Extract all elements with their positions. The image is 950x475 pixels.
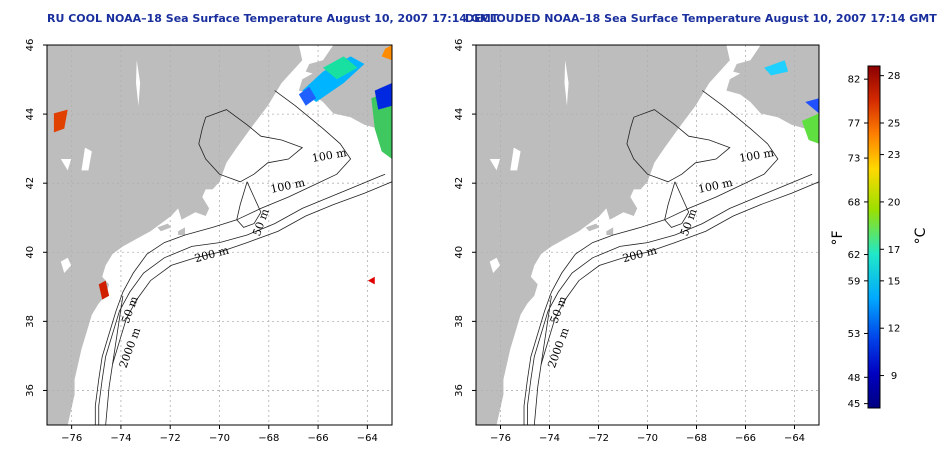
- c-tick-label: 9: [891, 371, 897, 382]
- fahrenheit-unit-label: °F: [830, 230, 846, 245]
- lake: [60, 159, 72, 171]
- c-tick-label: 25: [888, 119, 901, 130]
- sst-patch: [764, 60, 789, 76]
- f-tick-label: 48: [848, 373, 861, 384]
- lat-tick-label: 44: [454, 108, 465, 121]
- lat-tick-label: 46: [25, 39, 36, 52]
- sst-patch: [298, 86, 317, 106]
- isobath: [112, 295, 124, 365]
- land-island: [606, 227, 614, 235]
- panel-title-raw: RU COOL NOAA–18 Sea Surface Temperature …: [47, 12, 499, 25]
- land-island: [585, 223, 600, 232]
- colorbar-gradient: [867, 65, 881, 409]
- f-tick-label: 45: [848, 399, 861, 410]
- lon-tick-label: −70: [637, 433, 658, 444]
- contour-label: 100 m: [311, 146, 348, 165]
- sst-patch: [53, 109, 68, 133]
- lon-tick-label: −74: [110, 433, 131, 444]
- lat-tick-label: 38: [25, 315, 36, 328]
- isobath: [105, 181, 392, 425]
- panel-title-declouded: DECLOUDED NOAA–18 Sea Surface Temperatur…: [465, 12, 937, 25]
- lon-tick-label: −72: [160, 433, 181, 444]
- lat-tick-label: 46: [454, 39, 465, 52]
- c-tick-label: 28: [888, 71, 901, 82]
- lake: [489, 257, 501, 273]
- lake: [510, 147, 521, 171]
- isobath: [198, 109, 304, 183]
- bathymetry-contours: [94, 90, 392, 425]
- sst-patch: [371, 90, 392, 159]
- celsius-unit-label: °C: [913, 227, 929, 244]
- c-tick-label: 20: [888, 197, 901, 208]
- c-tick-label: 23: [888, 150, 901, 161]
- lon-tick-label: −72: [588, 433, 609, 444]
- land-island: [733, 60, 758, 76]
- isobath: [236, 181, 262, 228]
- lon-tick-label: −76: [490, 433, 511, 444]
- lon-tick-label: −76: [61, 433, 82, 444]
- lat-tick-label: 44: [25, 108, 36, 121]
- isobath: [523, 90, 779, 425]
- isobath: [664, 181, 690, 228]
- land-island: [157, 223, 172, 232]
- f-tick-label: 62: [848, 250, 861, 261]
- isobath: [533, 181, 819, 425]
- temperature-colorbar: 82 77 73 68 62 59 53 48 45 28 25 23 20 17 15 12 9 °F °C: [830, 65, 929, 410]
- f-tick-label: 82: [848, 75, 861, 86]
- f-tick-label: 77: [848, 119, 861, 130]
- sst-patch: [801, 113, 819, 144]
- lake: [489, 159, 501, 171]
- gridlines: [476, 45, 819, 425]
- sst-patch: [374, 83, 392, 110]
- lat-tick-label: 42: [25, 177, 36, 190]
- contour-label: 100 m: [738, 146, 775, 165]
- c-tick-label: 12: [888, 324, 901, 335]
- c-tick-label: 17: [888, 245, 901, 256]
- isobath: [540, 295, 552, 365]
- isobath: [626, 109, 731, 183]
- lake: [564, 60, 569, 106]
- land-island: [178, 227, 185, 235]
- lon-tick-label: −66: [735, 433, 756, 444]
- lon-tick-label: −64: [357, 433, 378, 444]
- land-mainland: [47, 45, 303, 425]
- f-tick-label: 68: [848, 197, 861, 208]
- lat-tick-label: 38: [454, 315, 465, 328]
- lon-tick-label: −70: [209, 433, 230, 444]
- lon-tick-label: −68: [686, 433, 707, 444]
- lat-tick-label: 40: [454, 246, 465, 259]
- lake: [136, 60, 141, 106]
- lon-tick-label: −66: [308, 433, 329, 444]
- lat-tick-label: 36: [454, 384, 465, 397]
- f-tick-label: 59: [848, 276, 861, 287]
- land-mainland: [476, 45, 730, 425]
- isobath: [527, 173, 813, 425]
- isobath: [94, 90, 352, 425]
- sst-patch: [98, 280, 110, 300]
- sst-patch: [367, 276, 375, 285]
- lake: [81, 147, 92, 171]
- isobath: [98, 173, 386, 425]
- sst-patch: [381, 45, 392, 61]
- lat-tick-label: 36: [25, 384, 36, 397]
- lon-tick-label: −74: [539, 433, 560, 444]
- bathymetry-contours: [523, 90, 819, 425]
- c-tick-label: 15: [888, 276, 901, 287]
- sst-patch: [805, 98, 819, 114]
- f-tick-label: 53: [848, 329, 861, 340]
- sst-patch: [323, 56, 358, 80]
- lon-tick-label: −64: [784, 433, 805, 444]
- lon-tick-label: −68: [258, 433, 279, 444]
- f-tick-label: 73: [848, 154, 861, 165]
- lake: [60, 257, 72, 273]
- lat-tick-label: 40: [25, 246, 36, 259]
- lat-tick-label: 42: [454, 177, 465, 190]
